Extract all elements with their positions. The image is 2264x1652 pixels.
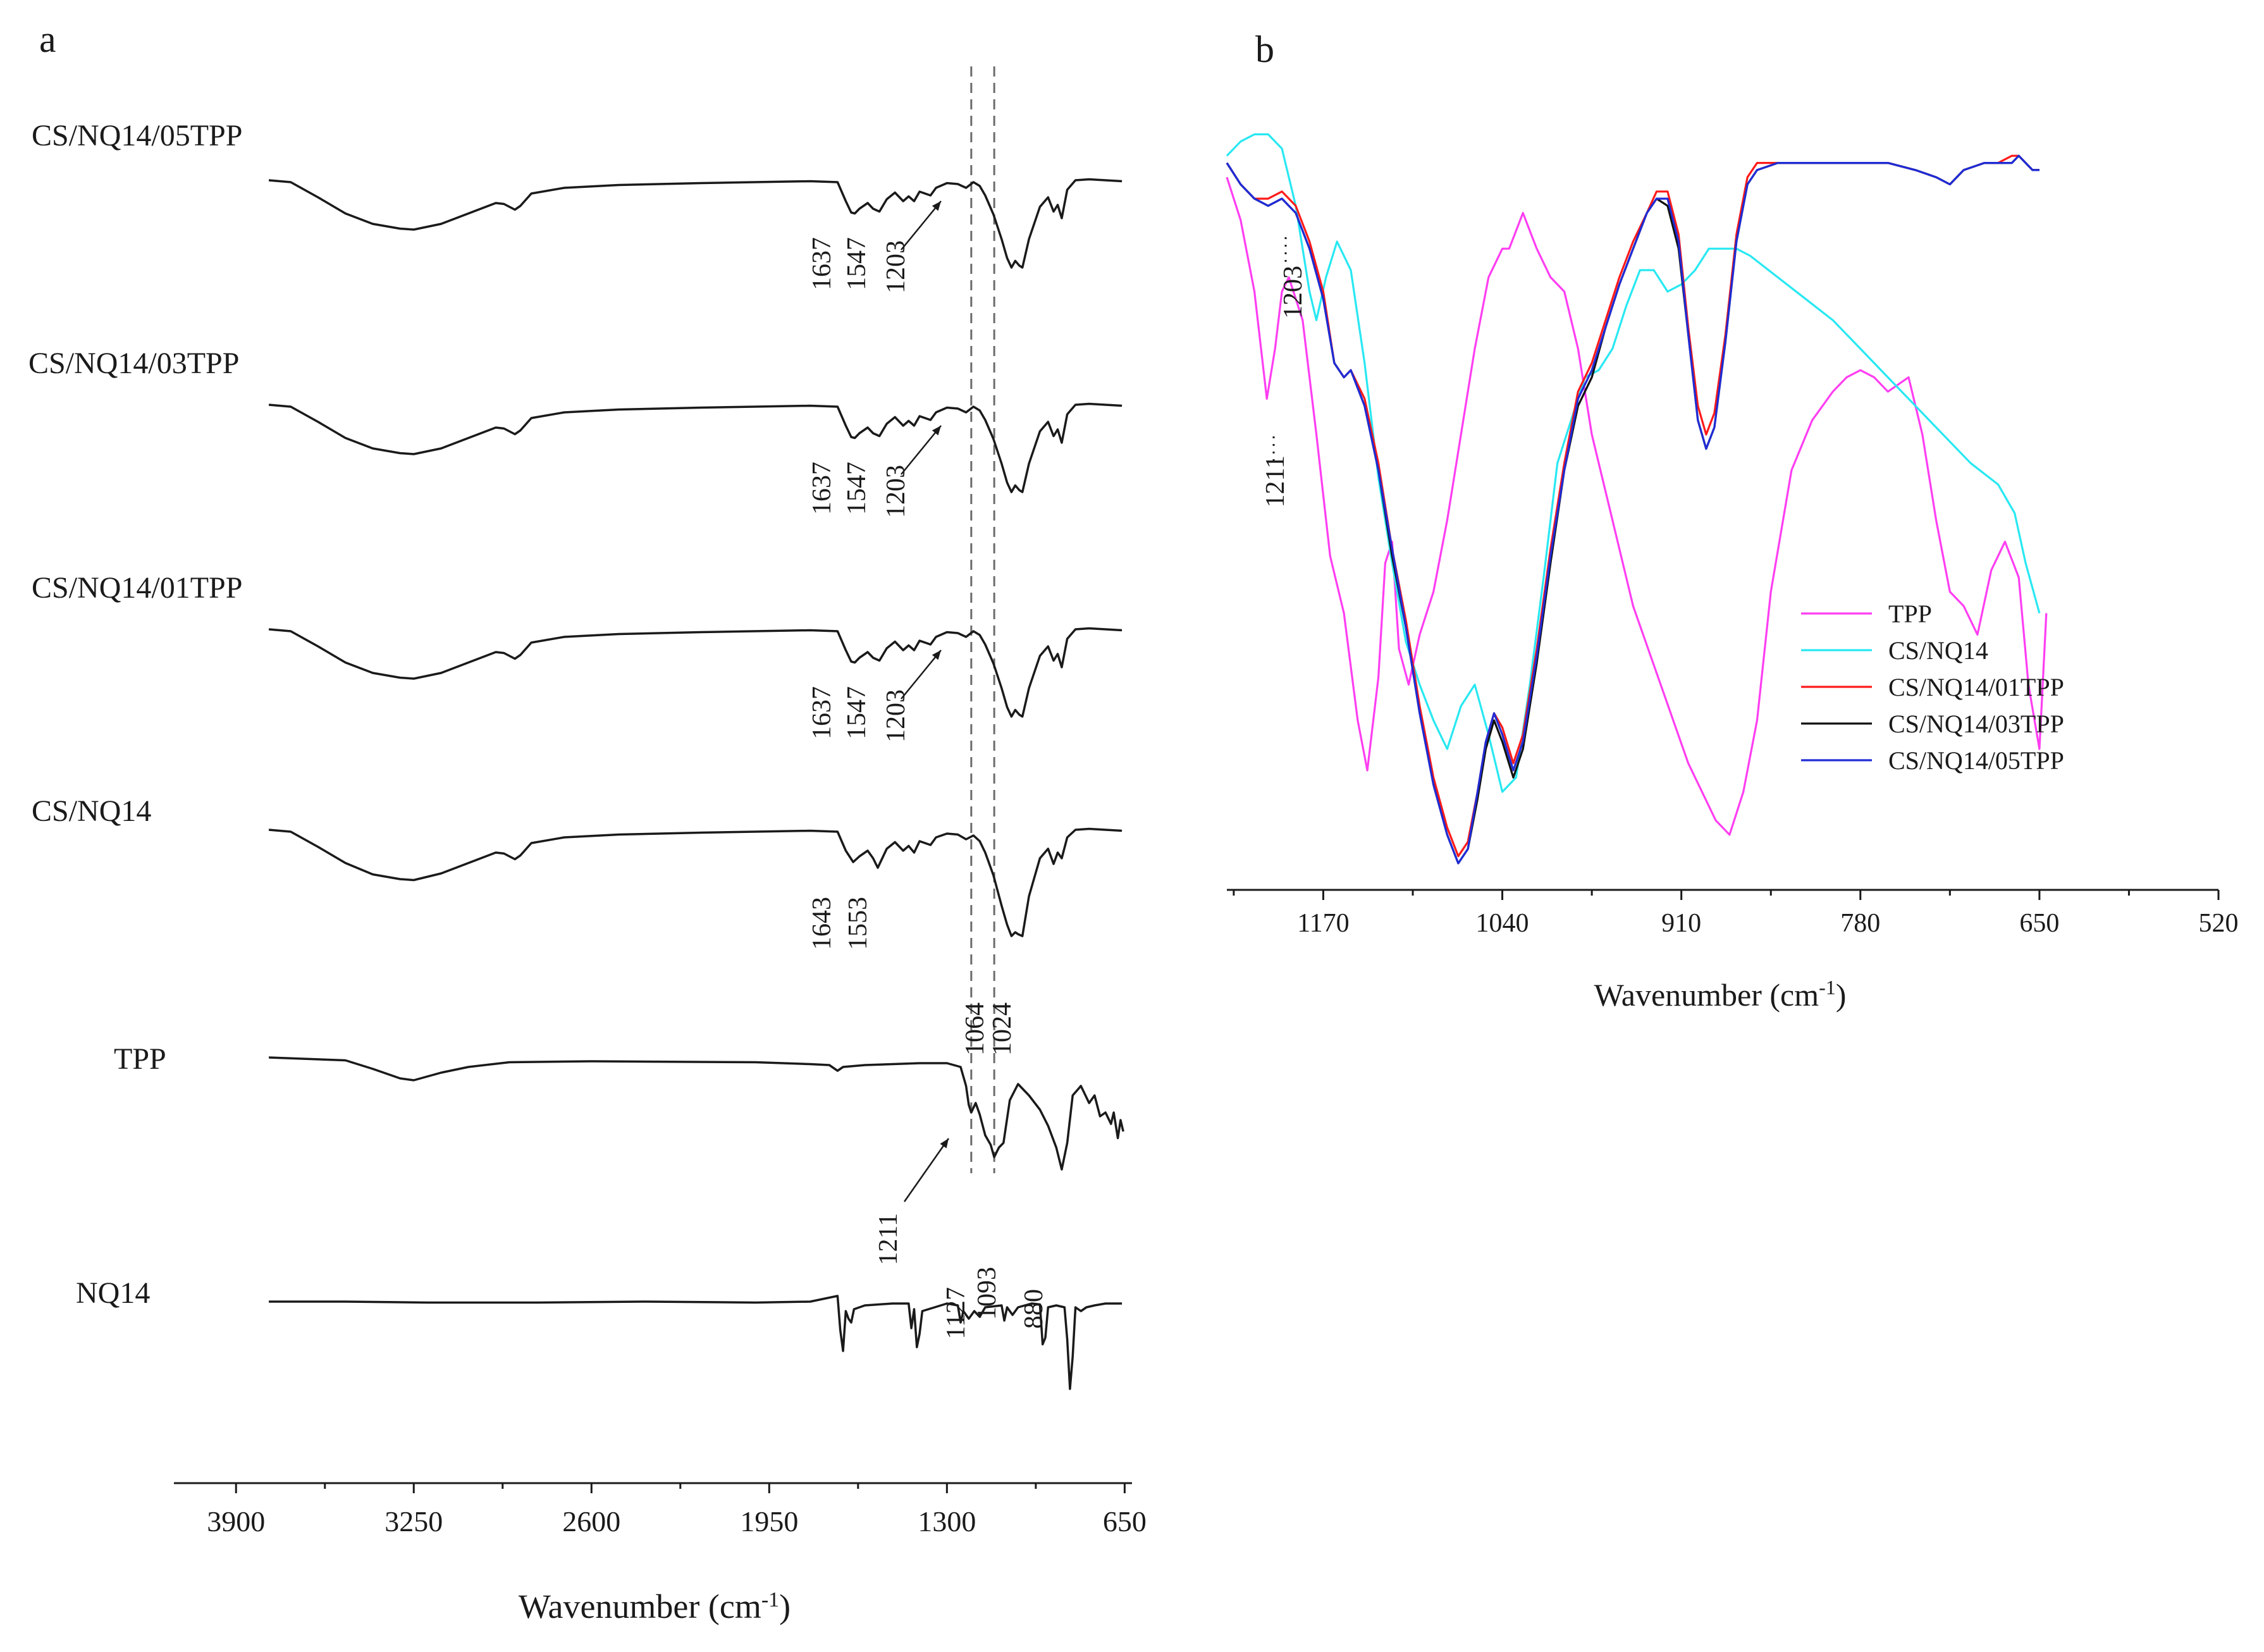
peak-arrow-cs-nq14-01tpp — [901, 650, 942, 700]
panel-a-x-axis-title: Wavenumber (cm-1) — [519, 1587, 791, 1625]
peak-arrow-cs-nq14-03tpp-head — [932, 426, 941, 436]
peak-label-cs-nq14-1643: 1643 — [808, 897, 837, 950]
spectrum-cs-nq14-01tpp — [268, 627, 1123, 718]
panel-b-x-axis-title: Wavenumber (cm-1) — [1594, 976, 1847, 1013]
series-label-cs-nq14: CS/NQ14 — [32, 794, 151, 828]
legend-label-cs-nq14: CS/NQ14 — [1888, 636, 1988, 665]
legend-label-cs-nq14-05tpp: CS/NQ14/05TPP — [1888, 746, 2064, 775]
panel-b-x-tick-label-1040: 1040 — [1476, 909, 1529, 938]
panel-a-letter: a — [39, 18, 56, 60]
peak-arrow-cs-nq14-01tpp-head — [932, 650, 941, 660]
panel-b-peak-label-1211: 1211 — [1261, 455, 1290, 507]
peak-label-cs-nq14-1024: 1024 — [988, 1002, 1017, 1056]
peak-label-tpp-1211: 1211 — [874, 1213, 903, 1265]
panel-a: a CS/NQ14/05TPP CS/NQ14/03TPP CS/NQ14/01TP… — [28, 18, 1147, 1625]
panel-b-spectrum-tpp — [1226, 176, 2048, 836]
peak-arrow-cs-nq14-05tpp — [901, 200, 942, 250]
peak-label-tpp-1093: 1093 — [973, 1267, 1002, 1320]
peak-label-cs-nq14-1553: 1553 — [844, 897, 873, 950]
series-label-cs-nq14-05tpp: CS/NQ14/05TPP — [32, 119, 242, 152]
spectrum-nq14 — [269, 1295, 1123, 1390]
panel-b-spectrum-cs-nq14 — [1226, 133, 2041, 793]
peak-arrow-tpp-1211-head — [940, 1138, 949, 1149]
panel-a-x-tick-label-3900: 3900 — [207, 1505, 265, 1538]
series-label-cs-nq14-01tpp: CS/NQ14/01TPP — [32, 571, 242, 605]
spectrum-tpp — [269, 1056, 1124, 1171]
panel-b-spectrum-cs-nq14-05tpp — [1226, 154, 2039, 865]
legend-label-cs-nq14-01tpp: CS/NQ14/01TPP — [1888, 673, 2064, 701]
panel-b-x-tick-label-650: 650 — [2019, 909, 2059, 938]
spectrum-cs-nq14 — [268, 827, 1123, 937]
legend-label-cs-nq14-03tpp: CS/NQ14/03TPP — [1888, 710, 2064, 738]
series-label-nq14: NQ14 — [76, 1276, 150, 1310]
legend-label-tpp: TPP — [1888, 600, 1932, 628]
peak-label-cs-nq14-01tpp-1547: 1547 — [842, 686, 871, 739]
spectrum-cs-nq14-03tpp — [268, 402, 1123, 493]
peak-label-cs-nq14-03tpp-1547: 1547 — [842, 462, 871, 515]
spectrum-cs-nq14-05tpp — [268, 178, 1123, 269]
peak-label-cs-nq14-05tpp-1203: 1203 — [882, 240, 911, 293]
panel-a-x-tick-label-1300: 1300 — [918, 1505, 976, 1538]
peak-label-tpp-880: 880 — [1019, 1289, 1049, 1329]
peak-label-tpp-1127: 1127 — [942, 1287, 971, 1339]
panel-a-x-tick-label-1950: 1950 — [740, 1505, 798, 1538]
panel-b-peak-label-1203: 1203 — [1279, 266, 1308, 319]
panel-a-x-tick-label-650: 650 — [1103, 1505, 1147, 1538]
peak-label-cs-nq14-01tpp-1637: 1637 — [808, 686, 837, 739]
peak-arrow-cs-nq14-03tpp — [901, 425, 942, 475]
panel-b-x-tick-label-780: 780 — [1840, 909, 1880, 938]
panel-a-x-tick-label-2600: 2600 — [562, 1505, 620, 1538]
panel-b-x-tick-label-910: 910 — [1661, 909, 1701, 938]
series-label-cs-nq14-03tpp: CS/NQ14/03TPP — [28, 347, 239, 380]
panel-b: b 1203 1211 1170 1040 910 780 650 520 TPP CS/NQ… — [1226, 28, 2239, 1013]
panel-b-x-tick-label-1170: 1170 — [1297, 909, 1349, 938]
panel-a-x-tick-label-3250: 3250 — [385, 1505, 443, 1538]
series-label-tpp: TPP — [114, 1042, 166, 1076]
panel-b-letter: b — [1255, 28, 1274, 70]
peak-label-cs-nq14-03tpp-1637: 1637 — [808, 462, 837, 515]
peak-arrow-tpp-1211 — [903, 1138, 950, 1202]
panel-b-x-tick-label-520: 520 — [2199, 909, 2239, 938]
peak-label-cs-nq14-1064: 1064 — [961, 1002, 990, 1056]
peak-label-cs-nq14-01tpp-1203: 1203 — [882, 689, 911, 743]
peak-label-cs-nq14-03tpp-1203: 1203 — [882, 465, 911, 518]
peak-arrow-cs-nq14-05tpp-head — [932, 201, 941, 211]
peak-label-cs-nq14-05tpp-1637: 1637 — [808, 237, 837, 290]
peak-label-cs-nq14-05tpp-1547: 1547 — [842, 237, 871, 290]
